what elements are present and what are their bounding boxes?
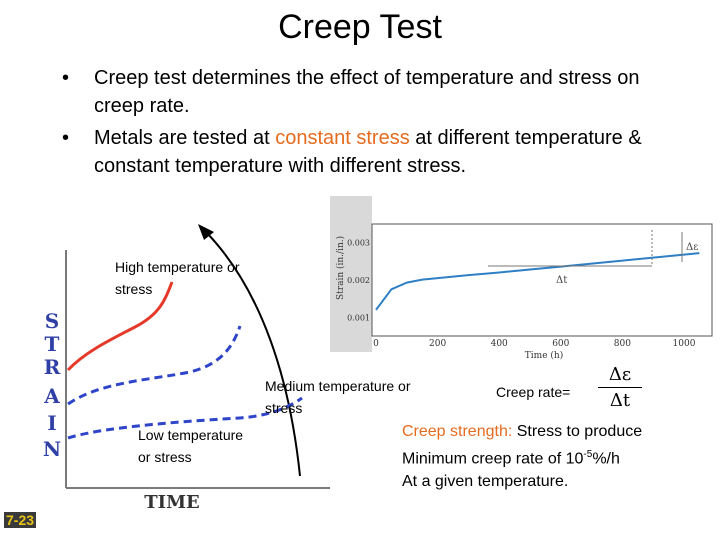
- bullet-1: • Creep test determines the effect of te…: [62, 64, 662, 120]
- y-tick-label: 0.003: [347, 239, 370, 248]
- y-axis-letter: A: [43, 384, 60, 408]
- creep-rate-label: Creep rate=: [496, 384, 571, 400]
- x-axis-label: TIME: [144, 492, 199, 513]
- delta-t-annotation: Δt: [556, 275, 567, 286]
- y-tick-label: 0.002: [347, 276, 370, 285]
- low-temperature-label: Low temperature or stress: [138, 427, 244, 465]
- bullet-2: • Metals are tested at constant stress a…: [62, 124, 662, 180]
- bullet-list: • Creep test determines the effect of te…: [62, 64, 662, 184]
- creep-rate-fraction: Δε Δt: [598, 364, 642, 411]
- creep-strength-line2: Minimum creep rate of 10: [402, 450, 584, 468]
- strain-series-line: [375, 252, 700, 311]
- creep-strength-definition: Creep strength: Stress to produce Minimu…: [402, 420, 642, 493]
- bullet-2-pre: Metals are tested at: [94, 127, 276, 149]
- creep-strength-line3: At a given temperature.: [402, 473, 569, 491]
- bullet-2-highlight: constant stress: [275, 127, 410, 149]
- bullet-2-post: at different temperature & constant temp…: [94, 127, 642, 177]
- slide-number: 7-23: [4, 512, 37, 528]
- medium-temperature-curve: [67, 325, 242, 406]
- x-tick-label: 800: [614, 339, 631, 349]
- x-tick-label: 1000: [673, 339, 696, 349]
- fraction-numerator: Δε: [598, 364, 642, 388]
- y-axis-letter: T: [45, 332, 60, 356]
- low-temperature-curve: [67, 396, 303, 440]
- y-axis-letter: N: [43, 437, 61, 461]
- x-axis-title: Time (h): [525, 350, 563, 361]
- x-tick-label: 600: [552, 339, 569, 349]
- chart-left-strip: [330, 196, 372, 352]
- x-tick-label: 400: [491, 339, 508, 349]
- bullet-dot: •: [62, 67, 70, 89]
- y-axis-letter: R: [44, 355, 61, 379]
- chart-plot-area: [371, 223, 713, 337]
- x-tick-label: 0: [373, 339, 379, 349]
- creep-strength-exponent: -5: [583, 449, 593, 460]
- bullet-dot: •: [62, 127, 70, 149]
- y-tick-labels: 0.001 0.002 0.003: [347, 239, 370, 323]
- creep-strength-def1: Stress to produce: [512, 423, 643, 440]
- slide-title: Creep Test: [278, 8, 442, 46]
- x-tick-label: 200: [429, 339, 446, 349]
- high-temperature-label: High temperature or stress: [115, 259, 240, 297]
- y-axis-title: Strain (in./in.): [335, 236, 346, 300]
- y-axis-letter: I: [47, 411, 56, 435]
- arrow-head: [198, 224, 214, 240]
- delta-eps-annotation: Δε: [686, 242, 698, 253]
- fraction-denominator: Δt: [609, 390, 631, 411]
- bullet-1-text: Creep test determines the effect of temp…: [94, 67, 640, 117]
- creep-strength-unit: %/h: [592, 450, 620, 468]
- y-axis-letter: S: [45, 309, 59, 333]
- high-temperature-curve: [66, 281, 174, 372]
- medium-temperature-label: Medium temperature or stress: [265, 378, 411, 416]
- x-tick-labels: 0 200 400 600 800 1000: [373, 339, 696, 349]
- y-tick-label: 0.001: [347, 313, 370, 322]
- high-curve-arrow: [205, 231, 301, 477]
- creep-strength-term: Creep strength:: [402, 423, 513, 440]
